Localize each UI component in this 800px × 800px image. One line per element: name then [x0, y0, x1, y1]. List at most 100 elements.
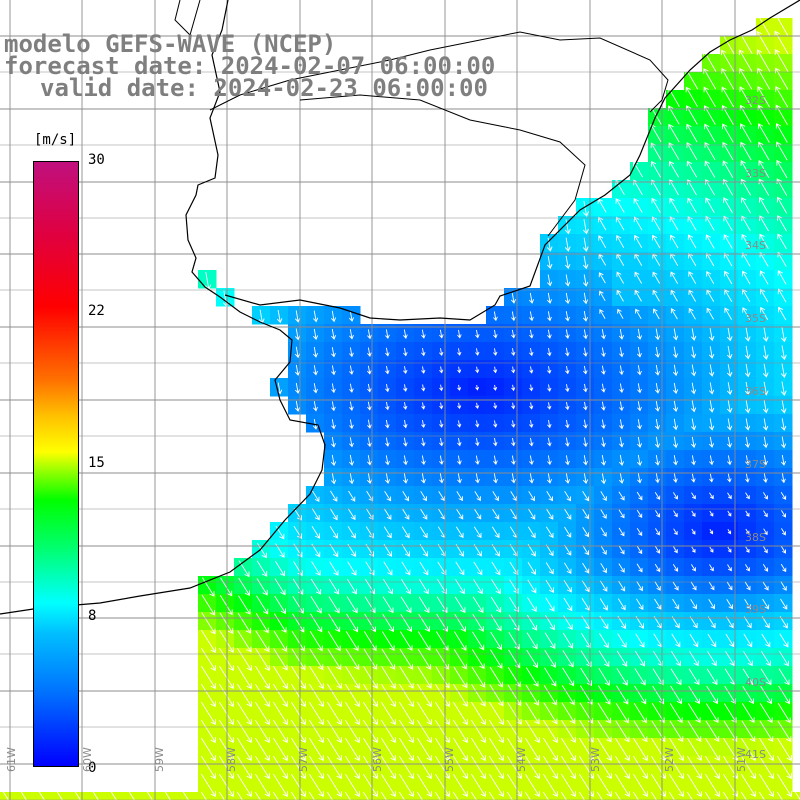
wind-arrow [562, 632, 574, 649]
wind-arrow [690, 328, 697, 341]
wind-arrow [726, 364, 733, 378]
wind-arrow [310, 578, 322, 595]
wind-arrow [777, 233, 787, 250]
wind-arrow [237, 665, 252, 690]
wind-arrow [615, 216, 625, 231]
wind-arrow [564, 472, 571, 484]
wind-arrow [490, 596, 502, 613]
wind-arrow [507, 773, 522, 798]
wind-arrow [256, 560, 268, 577]
wind-arrow [651, 791, 657, 800]
wind-arrow [367, 383, 372, 393]
wind-arrow [454, 596, 466, 614]
wind-arrow [276, 309, 283, 324]
wind-cell [36, 792, 55, 800]
wind-arrow [511, 329, 516, 339]
wind-arrow [652, 271, 660, 284]
wind-arrow [761, 651, 771, 667]
wind-arrow [273, 613, 287, 633]
wind-arrow [619, 383, 624, 394]
wind-arrow [508, 632, 520, 650]
wind-arrow [561, 702, 576, 725]
wind-arrow [383, 578, 393, 595]
wind-arrow [618, 545, 625, 555]
wind-arrow [399, 737, 414, 762]
wind-arrow [618, 491, 625, 501]
wind-arrow [529, 437, 534, 447]
wind-arrow [655, 473, 660, 484]
wind-arrow [348, 454, 355, 466]
wind-arrow [723, 791, 729, 800]
wind-arrow [745, 455, 750, 466]
wind-arrow [21, 791, 27, 800]
wind-arrow [454, 631, 467, 651]
wind-arrow [616, 668, 628, 686]
wind-arrow [634, 650, 646, 667]
wind-arrow [363, 737, 378, 762]
wind-arrow [493, 420, 498, 428]
wind-arrow [561, 737, 576, 762]
wind-arrow [781, 546, 786, 554]
wind-arrow [201, 791, 207, 800]
wind-arrow [565, 366, 570, 375]
wind-arrow [255, 773, 270, 798]
wind-arrow [599, 290, 606, 302]
wind-arrow [312, 490, 320, 503]
wind-arrow [564, 274, 571, 287]
wind-arrow [291, 737, 306, 762]
wind-arrow [328, 613, 341, 633]
wind-arrow [367, 455, 372, 466]
wind-arrow [219, 755, 234, 780]
colorbar-tick-label: 30 [88, 152, 105, 168]
wind-arrow [435, 683, 450, 708]
wind-arrow [507, 702, 522, 725]
colorbar [33, 161, 79, 767]
wind-arrow [291, 665, 306, 690]
wind-arrow [403, 366, 408, 375]
wind-arrow [511, 455, 516, 465]
wind-cell [162, 792, 181, 800]
wind-arrow [685, 86, 698, 107]
wind-arrow [381, 648, 396, 670]
wind-arrow [744, 345, 751, 360]
wind-arrow [780, 436, 787, 449]
wind-arrow [381, 666, 396, 689]
wind-arrow [545, 562, 554, 575]
wind-arrow [688, 685, 700, 705]
wind-arrow [381, 737, 396, 762]
wind-arrow [780, 491, 787, 500]
wind-arrow [546, 473, 553, 484]
wind-arrow [687, 703, 701, 724]
wind-arrow [457, 384, 462, 391]
wind-arrow [654, 598, 662, 610]
wind-arrow [256, 578, 268, 596]
wind-arrow [291, 791, 297, 800]
wind-arrow [759, 791, 765, 800]
wind-arrow [385, 455, 390, 466]
wind-arrow [673, 473, 678, 483]
wind-arrow [129, 791, 135, 800]
wind-arrow [780, 381, 787, 396]
wind-arrow [708, 581, 715, 591]
wind-arrow [759, 703, 773, 724]
wind-arrow [742, 288, 751, 303]
wind-arrow [777, 720, 792, 743]
wind-arrow [775, 104, 788, 126]
wind-arrow [511, 437, 516, 447]
wind-arrow [759, 288, 769, 303]
wind-arrow [669, 197, 679, 213]
wind-arrow [760, 685, 773, 705]
wind-arrow [489, 719, 504, 744]
wind-arrow [363, 773, 378, 798]
wind-arrow [636, 563, 643, 573]
wind-arrow [202, 577, 215, 597]
wind-arrow [600, 455, 607, 466]
wind-arrow [345, 701, 360, 726]
wind-arrow [651, 216, 661, 231]
wind-arrow [651, 234, 661, 249]
wind-arrow [381, 719, 396, 744]
wind-arrow [565, 437, 570, 447]
wind-arrow [381, 773, 396, 798]
wind-arrow [708, 599, 715, 610]
